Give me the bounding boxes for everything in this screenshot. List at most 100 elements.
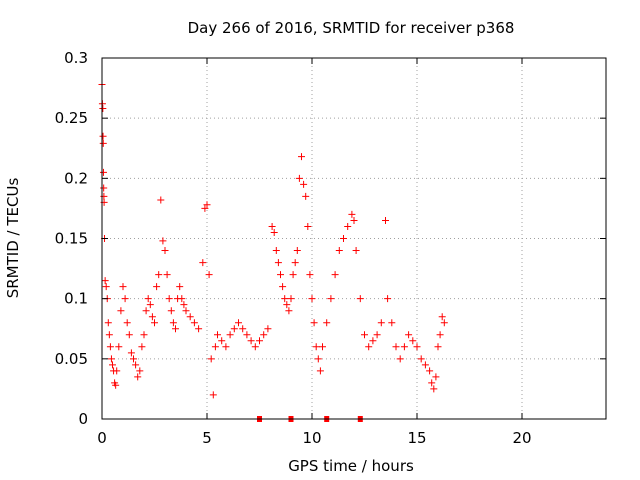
data-point xyxy=(316,367,324,375)
x-tick-label: 5 xyxy=(202,429,212,447)
data-point xyxy=(369,337,377,345)
data-point xyxy=(413,343,421,351)
data-point xyxy=(99,132,107,140)
data-point xyxy=(356,295,364,303)
x-tick-label: 10 xyxy=(302,429,321,447)
data-point xyxy=(127,349,135,357)
data-point xyxy=(159,237,167,245)
data-point xyxy=(409,337,417,345)
data-point xyxy=(239,325,247,333)
data-point xyxy=(199,259,207,267)
data-point xyxy=(314,355,322,363)
data-point xyxy=(279,283,287,291)
data-point xyxy=(182,307,190,315)
data-point xyxy=(109,361,116,369)
y-tick-label: 0.2 xyxy=(64,169,88,187)
data-point xyxy=(180,301,188,309)
x-tick-label: 0 xyxy=(97,429,107,447)
data-point xyxy=(142,307,150,315)
data-point xyxy=(277,271,284,279)
data-point xyxy=(256,337,263,345)
data-point xyxy=(214,331,221,339)
data-point xyxy=(172,325,179,333)
data-point xyxy=(306,271,314,279)
data-point xyxy=(400,343,408,351)
data-point xyxy=(207,355,215,363)
data-point xyxy=(382,216,389,224)
data-point xyxy=(100,184,108,192)
data-point xyxy=(99,139,107,147)
data-point xyxy=(115,343,123,351)
data-point xyxy=(323,319,331,327)
data-point xyxy=(428,379,436,387)
data-point xyxy=(144,295,152,303)
data-point xyxy=(304,222,312,230)
data-point xyxy=(99,168,107,176)
data-point xyxy=(138,343,146,351)
data-point xyxy=(432,373,440,381)
data-point xyxy=(132,361,140,369)
y-axis-label: SRMTID / TECUs xyxy=(4,178,22,299)
y-tick-label: 0.25 xyxy=(55,109,88,127)
data-point xyxy=(430,385,438,393)
data-point xyxy=(151,319,158,327)
data-point xyxy=(270,228,278,236)
data-point xyxy=(405,331,413,339)
data-point xyxy=(365,343,373,351)
data-point xyxy=(340,235,347,242)
data-point xyxy=(136,367,144,375)
data-point xyxy=(201,204,209,212)
data-point xyxy=(344,222,352,230)
data-point xyxy=(105,331,113,339)
data-point xyxy=(310,319,318,327)
data-point xyxy=(377,319,385,327)
data-point xyxy=(163,271,171,279)
data-point xyxy=(186,313,194,321)
data-point xyxy=(125,331,133,339)
data-point xyxy=(352,247,360,255)
data-point xyxy=(361,331,368,339)
chart-title: Day 266 of 2016, SRMTID for receiver p36… xyxy=(188,19,515,37)
data-point xyxy=(165,295,173,303)
data-point xyxy=(155,271,163,279)
data-point xyxy=(153,283,161,291)
data-point xyxy=(106,343,114,351)
data-point xyxy=(102,283,110,291)
data-point xyxy=(312,343,320,351)
data-point xyxy=(281,295,289,303)
data-point xyxy=(104,319,112,327)
y-tick-label: 0 xyxy=(78,410,88,428)
data-point xyxy=(260,331,268,339)
data-point xyxy=(230,325,238,333)
data-point xyxy=(107,355,115,363)
data-point xyxy=(123,319,131,327)
data-point xyxy=(417,355,425,363)
data-point xyxy=(331,271,339,279)
data-point xyxy=(243,331,251,339)
data-point xyxy=(293,247,301,255)
data-point xyxy=(373,331,381,339)
x-tick-label: 20 xyxy=(512,429,531,447)
data-point xyxy=(176,283,184,291)
data-point xyxy=(112,381,120,389)
data-point xyxy=(101,277,109,285)
data-point xyxy=(209,391,217,399)
data-point xyxy=(287,295,295,303)
data-point xyxy=(235,319,242,327)
data-point xyxy=(302,192,310,200)
data-point xyxy=(247,337,255,345)
data-point xyxy=(157,196,165,204)
data-point xyxy=(113,367,121,375)
data-point xyxy=(117,307,125,315)
data-point xyxy=(396,355,404,363)
data-point xyxy=(434,343,442,351)
data-point xyxy=(218,337,226,345)
data-point xyxy=(295,174,303,182)
tick-labels: 0 5 10 15 20 0 0.05 0.1 0.15 0.2 0.25 0.3 xyxy=(55,49,532,447)
data-point xyxy=(421,361,429,369)
data-point xyxy=(283,301,291,309)
data-point xyxy=(327,295,335,303)
x-tick-label: 15 xyxy=(407,429,426,447)
data-point xyxy=(350,216,358,224)
